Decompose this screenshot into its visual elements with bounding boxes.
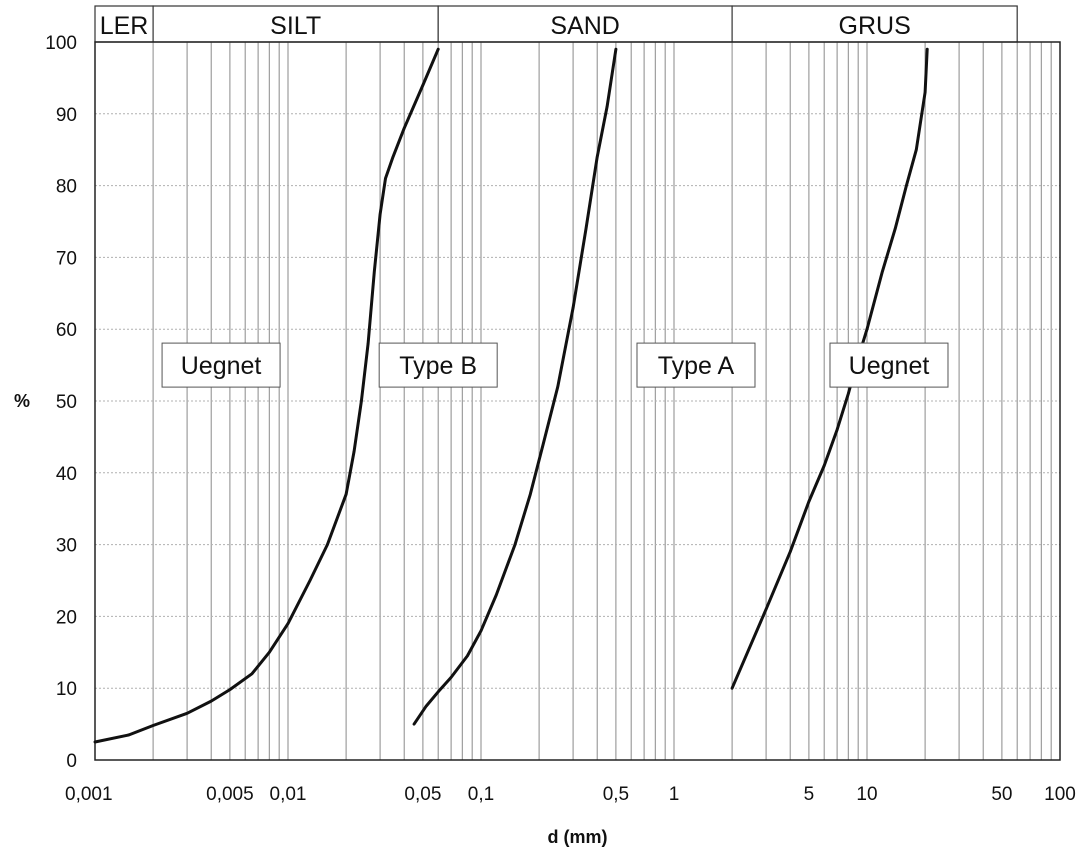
y-tick-label: 50 [56, 392, 77, 413]
region-label: Uegnet [181, 352, 262, 380]
x-axis-label: d (mm) [548, 827, 608, 847]
x-tick-label: 0,1 [468, 784, 494, 805]
y-tick-label: 70 [56, 248, 77, 269]
region-label-box [161, 342, 281, 388]
grid [95, 42, 1060, 760]
soil-class-header: LER SILT SAND GRUS [94, 5, 1018, 43]
y-tick-label: 20 [56, 607, 77, 628]
band-box [731, 5, 1018, 43]
region-label: Type A [658, 352, 735, 380]
band-label: GRUS [839, 12, 911, 40]
y-tick-label: 90 [56, 105, 77, 126]
x-tick-label: 0,001 [65, 784, 113, 805]
y-tick-label: 100 [45, 33, 77, 54]
region-label-box [636, 342, 756, 388]
region-label-box [378, 342, 498, 388]
y-tick-label: 30 [56, 536, 77, 557]
x-tick-label: 0,005 [206, 784, 254, 805]
band-box [94, 5, 154, 43]
grading-curve-line [93, 47, 440, 744]
y-tick-label: 60 [56, 320, 77, 341]
y-tick-label: 40 [56, 464, 77, 485]
y-tick-label: 80 [56, 177, 77, 198]
x-tick-label: 10 [856, 784, 877, 805]
region-label: Type B [399, 352, 477, 380]
x-tick-label: 0,05 [404, 784, 441, 805]
band-box [152, 5, 439, 43]
y-tick-label: 0 [66, 751, 77, 772]
region-label-box [829, 342, 949, 388]
grading-curves [93, 47, 929, 744]
plot-frame [94, 41, 1061, 761]
band-label: LER [100, 12, 149, 40]
x-axis-ticks: 0,001 0,005 0,01 0,05 0,1 0,5 1 5 10 50 100 [65, 784, 1076, 805]
y-axis-ticks: 0 10 20 30 40 50 60 70 80 90 100 [45, 33, 77, 772]
region-labels: Uegnet Type B Type A Uegnet [161, 342, 949, 388]
x-tick-label: 100 [1044, 784, 1076, 805]
x-tick-label: 1 [669, 784, 680, 805]
y-tick-label: 10 [56, 679, 77, 700]
grading-curve-line [412, 47, 618, 726]
region-label: Uegnet [849, 352, 930, 380]
band-box [437, 5, 733, 43]
band-label: SILT [270, 12, 321, 40]
x-tick-label: 0,01 [270, 784, 307, 805]
band-label: SAND [550, 12, 619, 40]
x-tick-label: 0,5 [603, 784, 629, 805]
x-tick-label: 50 [991, 784, 1012, 805]
y-axis-label: % [14, 391, 30, 411]
x-tick-label: 5 [804, 784, 815, 805]
